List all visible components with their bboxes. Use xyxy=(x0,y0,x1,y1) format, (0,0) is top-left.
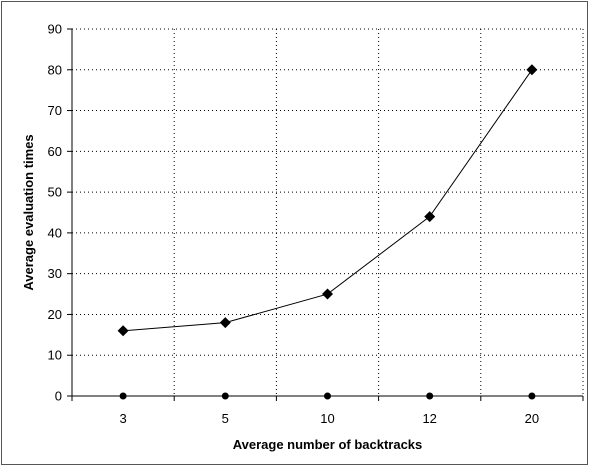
y-tick-label: 60 xyxy=(48,144,62,159)
x-tick-labels: 3 5 10 12 20 xyxy=(119,411,539,426)
x-tick-label: 12 xyxy=(422,411,436,426)
data-point-circle xyxy=(324,392,331,400)
y-tick-label: 10 xyxy=(48,348,62,363)
y-tick-label: 50 xyxy=(48,185,62,200)
axes xyxy=(67,28,584,401)
data-point-diamond xyxy=(219,317,231,329)
data-point-diamond xyxy=(526,64,538,76)
grid xyxy=(72,28,584,396)
data-point-circle xyxy=(426,392,434,400)
x-tick-label: 10 xyxy=(320,411,334,426)
data-point-circle xyxy=(221,392,229,400)
data-point-diamond xyxy=(117,325,129,337)
y-tick-label: 70 xyxy=(48,103,62,118)
x-tick-label: 3 xyxy=(119,411,126,426)
series-markers xyxy=(117,64,538,400)
y-tick-label: 30 xyxy=(48,266,62,281)
data-point-diamond xyxy=(322,288,333,300)
data-point-diamond xyxy=(424,211,436,223)
y-tick-label: 90 xyxy=(48,22,62,37)
y-tick-labels: 0 10 20 30 40 50 60 70 80 90 xyxy=(48,22,62,404)
x-tick-label: 5 xyxy=(222,411,229,426)
y-tick-label: 80 xyxy=(48,62,62,77)
data-point-circle xyxy=(528,392,536,400)
y-tick-label: 40 xyxy=(48,225,62,240)
data-point-circle xyxy=(119,392,127,400)
y-tick-label: 0 xyxy=(55,389,62,404)
y-axis-title: Average evaluation times xyxy=(21,134,36,290)
x-tick-label: 20 xyxy=(525,411,539,426)
x-axis-title: Average number of backtracks xyxy=(233,437,423,452)
y-tick-label: 20 xyxy=(48,307,62,322)
